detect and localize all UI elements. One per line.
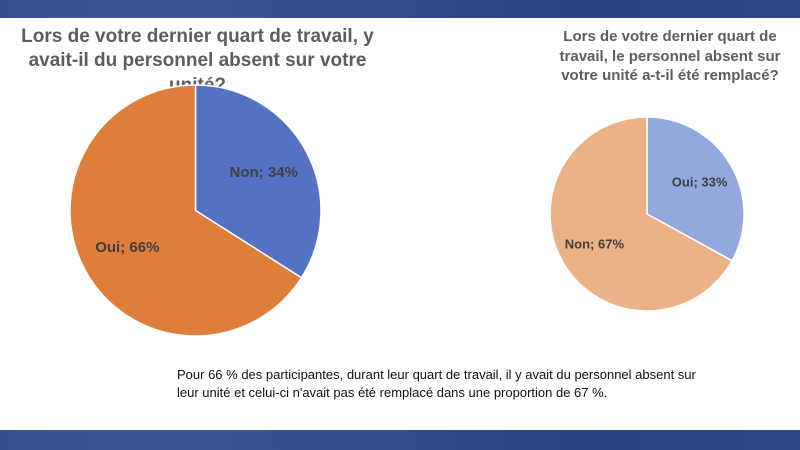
summary-caption: Pour 66 % des participantes, durant leur… <box>177 367 696 400</box>
data-label-non: Non; 34% <box>230 164 298 181</box>
pie-chart-absent-staff: Non; 34% Oui; 66% <box>69 84 322 337</box>
pie-slice-oui <box>69 84 303 337</box>
pie-chart-replaced-staff: Oui; 33% Non; 67% <box>549 116 745 312</box>
chart-title-replaced-staff: Lors de votre dernier quart de travail, … <box>559 28 781 84</box>
data-label-oui: Oui; 33% <box>672 174 728 189</box>
data-label-oui: Oui; 66% <box>95 239 159 256</box>
data-label-non: Non; 67% <box>565 237 625 252</box>
top-banner <box>0 0 800 18</box>
pie-slice-non <box>549 116 734 312</box>
pie-slice-oui <box>646 116 745 262</box>
bottom-banner <box>0 430 800 450</box>
